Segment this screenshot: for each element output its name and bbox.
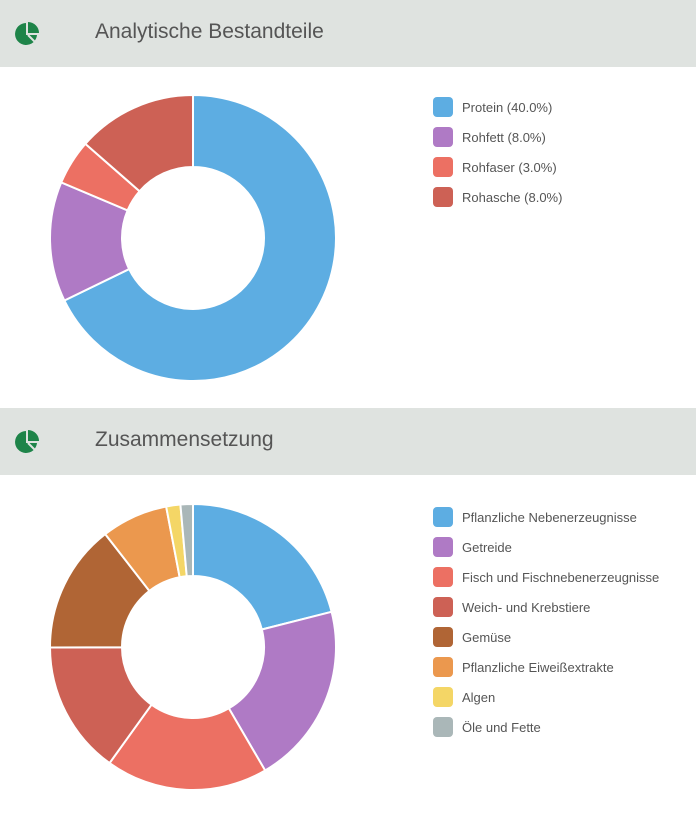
legend-swatch (433, 127, 453, 147)
donut-slice[interactable] (227, 610, 337, 772)
legend-label: Algen (462, 689, 496, 705)
legend-item[interactable]: Protein (40.0%) (433, 92, 562, 122)
legend-swatch (433, 567, 453, 587)
legend-label: Pflanzliche Nebenerzeugnisse (462, 509, 637, 525)
legend-swatch (433, 537, 453, 557)
legend-item[interactable]: Gemüse (433, 622, 659, 652)
legend-swatch (433, 187, 453, 207)
legend: Pflanzliche Nebenerzeugnisse Getreide Fisc… (433, 502, 659, 742)
donut-slice[interactable] (63, 93, 337, 382)
legend-label: Getreide (462, 539, 512, 555)
legend-swatch (433, 627, 453, 647)
legend: Protein (40.0%) Rohfett (8.0%) Rohfaser (3… (433, 92, 562, 212)
donut-chart-zusammensetzung (48, 502, 337, 791)
legend-item[interactable]: Getreide (433, 532, 659, 562)
legend-item[interactable]: Fisch und Fischnebenerzeugnisse (433, 562, 659, 592)
pie-chart-icon (15, 22, 39, 45)
legend-label: Rohfaser (3.0%) (462, 159, 557, 175)
legend-swatch (433, 687, 453, 707)
legend-item[interactable]: Rohfaser (3.0%) (433, 152, 562, 182)
donut-slice[interactable] (192, 502, 333, 631)
legend-item[interactable]: Öle und Fette (433, 712, 659, 742)
donut-slice[interactable] (83, 93, 194, 193)
donut-chart-analytische-bestandteile (49, 93, 337, 382)
legend-label: Pflanzliche Eiweißextrakte (462, 659, 614, 675)
legend-item[interactable]: Algen (433, 682, 659, 712)
legend-swatch (433, 157, 453, 177)
legend-item[interactable]: Pflanzliche Nebenerzeugnisse (433, 502, 659, 532)
section-header-zusammensetzung: Zusammensetzung (0, 408, 696, 475)
section-title: Analytische Bestandteile (95, 20, 324, 43)
legend-label: Rohfett (8.0%) (462, 129, 546, 145)
legend-swatch (433, 97, 453, 117)
legend-label: Öle und Fette (462, 719, 541, 735)
legend-swatch (433, 597, 453, 617)
legend-label: Fisch und Fischnebenerzeugnisse (462, 569, 660, 585)
legend-label: Protein (40.0%) (462, 99, 553, 115)
donut-slice[interactable] (179, 502, 194, 578)
legend-label: Gemüse (462, 629, 512, 645)
legend-swatch (433, 657, 453, 677)
legend-item[interactable]: Pflanzliche Eiweißextrakte (433, 652, 659, 682)
section-header-analytische-bestandteile: Analytische Bestandteile (0, 0, 696, 67)
donut-slice[interactable] (108, 703, 267, 791)
pie-chart-icon (15, 430, 39, 453)
section-title: Zusammensetzung (95, 428, 274, 451)
legend-item[interactable]: Rohasche (8.0%) (433, 182, 562, 212)
legend-item[interactable]: Weich- und Krebstiere (433, 592, 659, 622)
legend-swatch (433, 507, 453, 527)
legend-swatch (433, 717, 453, 737)
legend-item[interactable]: Rohfett (8.0%) (433, 122, 562, 152)
legend-label: Rohasche (8.0%) (462, 189, 563, 205)
legend-label: Weich- und Krebstiere (462, 599, 591, 615)
